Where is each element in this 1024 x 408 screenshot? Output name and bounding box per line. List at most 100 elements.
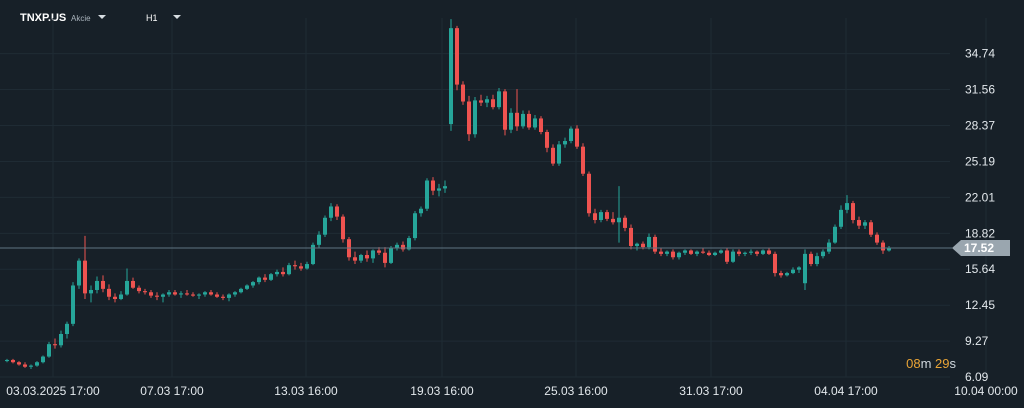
candle-body bbox=[533, 118, 537, 128]
candle-body bbox=[449, 28, 453, 125]
candle-body bbox=[503, 91, 507, 130]
countdown-seconds-unit: s bbox=[949, 356, 957, 371]
candle-body bbox=[671, 251, 675, 258]
candle-body bbox=[239, 288, 243, 293]
candle-body bbox=[857, 220, 861, 226]
candle-body bbox=[701, 251, 705, 253]
candle-body bbox=[179, 293, 183, 295]
x-tick-label: 13.03 16:00 bbox=[274, 384, 338, 398]
candle-body bbox=[695, 251, 699, 254]
candle-body bbox=[587, 173, 591, 214]
candle-body bbox=[197, 294, 201, 296]
candle-body bbox=[521, 113, 525, 127]
candle-body bbox=[797, 267, 801, 270]
candle-body bbox=[737, 251, 741, 254]
candle-body bbox=[605, 212, 609, 219]
candle-body bbox=[791, 269, 795, 274]
candle-body bbox=[191, 294, 195, 296]
candle-body bbox=[209, 292, 213, 295]
candle-body bbox=[851, 203, 855, 221]
candle-body bbox=[689, 250, 693, 254]
x-tick-label: 03.03.2025 17:00 bbox=[6, 384, 100, 398]
candle-body bbox=[359, 255, 363, 261]
candle-body bbox=[707, 252, 711, 256]
candle-body bbox=[311, 244, 315, 265]
candle-body bbox=[323, 217, 327, 235]
candle-body bbox=[419, 208, 423, 214]
candle-body bbox=[47, 344, 51, 357]
candle-body bbox=[677, 252, 681, 258]
candle-body bbox=[611, 218, 615, 223]
candle-body bbox=[113, 296, 117, 300]
candle-body bbox=[725, 250, 729, 262]
candle-body bbox=[833, 226, 837, 243]
candle-body bbox=[383, 252, 387, 263]
candle-body bbox=[635, 243, 639, 246]
candle-body bbox=[263, 277, 267, 280]
y-tick-label: 12.45 bbox=[965, 298, 995, 312]
candle-body bbox=[107, 288, 111, 297]
timeframe-dropdown-chevron-icon[interactable] bbox=[173, 15, 181, 19]
x-tick-label: 31.03 17:00 bbox=[679, 384, 743, 398]
candle-body bbox=[137, 287, 141, 292]
candle-body bbox=[467, 101, 471, 135]
candle-body bbox=[35, 362, 39, 366]
candle-body bbox=[629, 227, 633, 246]
candle-body bbox=[455, 28, 459, 85]
candle-body bbox=[149, 292, 153, 296]
candle-body bbox=[593, 213, 597, 221]
candle-body bbox=[581, 146, 585, 174]
candle-body bbox=[59, 334, 63, 346]
candle-body bbox=[293, 265, 297, 267]
candle-body bbox=[341, 216, 345, 240]
countdown-seconds: 29 bbox=[935, 356, 950, 371]
candle-body bbox=[71, 285, 75, 324]
current-price-tag bbox=[952, 240, 1010, 257]
candle-body bbox=[431, 180, 435, 191]
candle-body bbox=[683, 250, 687, 253]
candle-body bbox=[551, 147, 555, 164]
candle-body bbox=[863, 222, 867, 226]
candle-body bbox=[143, 291, 147, 293]
y-tick-label: 6.09 bbox=[965, 370, 989, 384]
candle-body bbox=[665, 251, 669, 254]
candle-body bbox=[845, 203, 849, 210]
symbol-label[interactable]: TNXP.US bbox=[20, 12, 67, 24]
candle-body bbox=[161, 294, 165, 297]
candle-body bbox=[647, 236, 651, 248]
y-tick-label: 28.37 bbox=[965, 119, 995, 133]
candle-body bbox=[371, 250, 375, 259]
candle-body bbox=[131, 280, 135, 288]
candle-body bbox=[653, 236, 657, 252]
candle-body bbox=[167, 292, 171, 295]
candle-body bbox=[641, 243, 645, 248]
candle-body bbox=[365, 255, 369, 259]
candle-body bbox=[443, 186, 447, 189]
candle-body bbox=[53, 344, 57, 346]
candle-body bbox=[563, 141, 567, 145]
candle-body bbox=[731, 251, 735, 262]
candlestick-series bbox=[5, 19, 891, 369]
candle-body bbox=[515, 112, 519, 127]
candle-body bbox=[491, 99, 495, 108]
candle-body bbox=[557, 144, 561, 164]
candle-body bbox=[479, 100, 483, 103]
candle-body bbox=[377, 250, 381, 253]
y-tick-label: 18.82 bbox=[965, 226, 995, 240]
timeframe-label[interactable]: H1 bbox=[146, 13, 158, 23]
symbol-dropdown-chevron-icon[interactable] bbox=[98, 15, 106, 19]
candle-body bbox=[821, 251, 825, 257]
candle-body bbox=[509, 112, 513, 130]
candle-body bbox=[173, 292, 177, 295]
candle-body bbox=[767, 250, 771, 254]
candle-body bbox=[575, 128, 579, 147]
price-axis: 34.74 31.56 28.37 25.19 22.01 18.82 15.64 12.45… bbox=[965, 47, 995, 384]
x-tick-label: 19.03 16:00 bbox=[410, 384, 474, 398]
candle-body bbox=[827, 242, 831, 252]
candle-body bbox=[203, 292, 207, 295]
candle-body bbox=[749, 251, 753, 253]
candle-body bbox=[155, 295, 159, 297]
y-tick-label: 22.01 bbox=[965, 190, 995, 204]
candle-body bbox=[485, 99, 489, 103]
